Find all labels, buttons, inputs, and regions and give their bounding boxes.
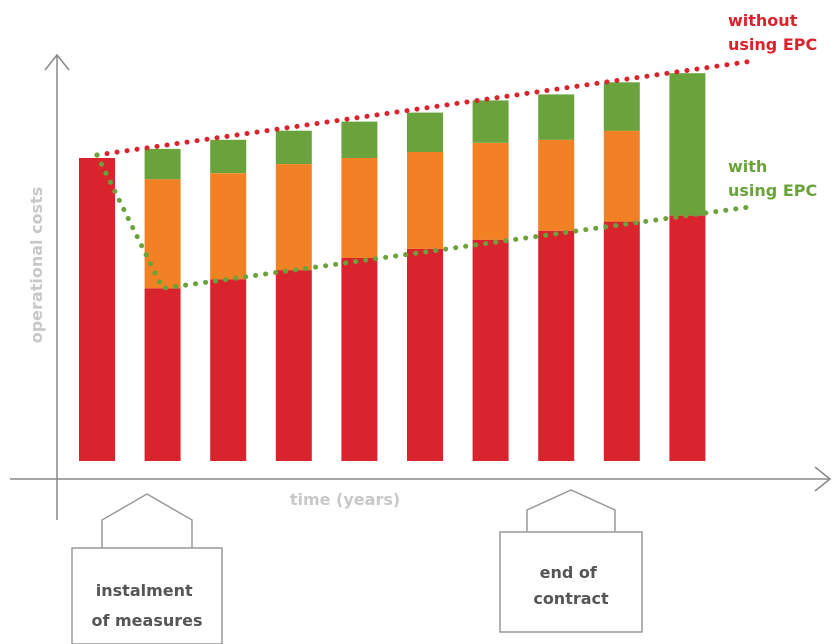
- bar-4-top: [275, 130, 312, 164]
- bar-6-middle: [407, 151, 443, 249]
- callout-end-contract-label: end of contract: [533, 563, 609, 608]
- bar-1-base: [79, 158, 115, 461]
- callout-instalment-box: [71, 547, 223, 644]
- x-axis-label: time (years): [290, 490, 400, 509]
- bar-9-top: [603, 82, 640, 131]
- y-axis-arrowhead: [44, 53, 70, 71]
- bar-9-middle: [603, 130, 640, 222]
- legend-with-epc-line-2: using EPC: [728, 181, 817, 200]
- bar-3-middle: [210, 173, 247, 280]
- bar-8-middle: [538, 139, 575, 231]
- bar-4-base: [275, 270, 312, 461]
- trend-line-with-epc: [94, 152, 756, 292]
- bar-9-base: [603, 221, 640, 461]
- bar-6-base: [407, 248, 443, 461]
- x-axis-arrowhead: [814, 466, 832, 492]
- legend-without-epc-line-1: without: [728, 11, 798, 30]
- bar-10-top: [669, 73, 706, 216]
- callout-instalment-line-2: of measures: [91, 611, 202, 630]
- callout-end-contract-arrow: [526, 489, 616, 532]
- callout-instalment-label: instalment of measures: [91, 581, 202, 630]
- bar-7-middle: [472, 142, 509, 240]
- bar-2-middle: [144, 179, 181, 289]
- bar-10-base: [669, 215, 706, 461]
- bar-2-base: [144, 288, 181, 461]
- callout-instalment-line-1: instalment: [96, 581, 193, 600]
- legend-with-epc: with using EPC: [728, 157, 817, 200]
- bars-group: [79, 73, 706, 461]
- bar-4-middle: [275, 164, 312, 271]
- trend-lines-group: [94, 58, 756, 292]
- y-axis-label: operational costs: [27, 187, 46, 344]
- trend-line-without-epc: [94, 58, 756, 158]
- bar-8-base: [538, 230, 575, 461]
- bar-5-top: [341, 121, 378, 158]
- bar-3-top: [210, 139, 247, 174]
- callout-instalment-arrow: [101, 493, 193, 548]
- bar-5-base: [341, 258, 378, 461]
- callout-end-contract-line-1: end of: [540, 563, 598, 582]
- bar-2-top: [144, 148, 181, 180]
- bar-3-base: [210, 279, 247, 461]
- bar-7-base: [472, 239, 509, 461]
- legend-without-epc-line-2: using EPC: [728, 35, 817, 54]
- bar-7-top: [472, 100, 509, 143]
- callout-end-contract-line-2: contract: [533, 589, 609, 608]
- callout-end-contract-box: [499, 531, 643, 633]
- bar-8-top: [538, 94, 575, 140]
- callout-instalment: instalment of measures: [71, 493, 223, 644]
- bar-5-middle: [341, 158, 378, 258]
- bar-6-top: [407, 112, 443, 152]
- legend-without-epc: without using EPC: [728, 11, 817, 54]
- callout-end-contract: end of contract: [499, 489, 643, 633]
- legend-with-epc-line-1: with: [728, 157, 767, 176]
